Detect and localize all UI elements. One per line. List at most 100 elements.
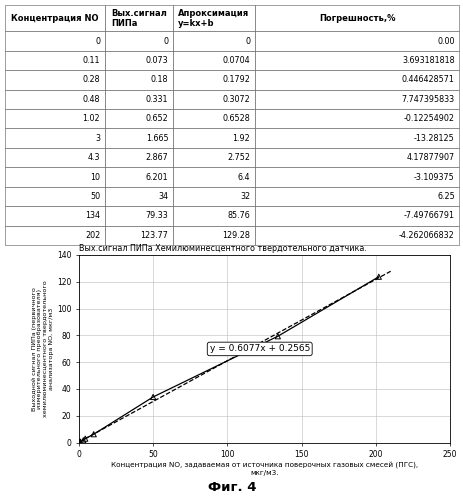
Text: 10: 10 [90, 172, 100, 182]
Point [75, 438, 82, 446]
Text: 2.752: 2.752 [227, 153, 250, 162]
Bar [254, 226, 458, 245]
Text: Погрешность,%: Погрешность,% [318, 14, 394, 22]
Bar [254, 51, 458, 70]
Bar [173, 128, 254, 148]
Point [90, 430, 97, 438]
Bar [173, 148, 254, 168]
Text: Вых.сигнал ПИПа Хемилюминесцентного твердотельного датчика.: Вых.сигнал ПИПа Хемилюминесцентного твер… [79, 244, 366, 253]
Bar [5, 168, 105, 186]
Text: 0.3072: 0.3072 [222, 95, 250, 104]
Text: 0: 0 [244, 36, 250, 46]
Bar [105, 5, 173, 32]
Text: 6.25: 6.25 [436, 192, 454, 201]
Bar [5, 128, 105, 148]
Y-axis label: Выходной сигнал ПИПа (первичного
измерительного преобразователя)
хемилюминесцент: Выходной сигнал ПИПа (первичного измерит… [31, 280, 54, 417]
Text: 0.00: 0.00 [436, 36, 454, 46]
Text: 7.747395833: 7.747395833 [401, 95, 454, 104]
Bar [5, 226, 105, 245]
Bar [254, 206, 458, 226]
Bar [5, 148, 105, 168]
Bar [5, 109, 105, 128]
Text: -3.109375: -3.109375 [413, 172, 454, 182]
Bar [173, 109, 254, 128]
Bar [254, 128, 458, 148]
Bar [105, 51, 173, 70]
Bar [254, 186, 458, 206]
Text: 0.446428571: 0.446428571 [401, 76, 454, 84]
Text: Фиг. 4: Фиг. 4 [207, 481, 256, 494]
Bar [105, 206, 173, 226]
Text: 202: 202 [85, 231, 100, 240]
Text: y = 0.6077x + 0.2565: y = 0.6077x + 0.2565 [209, 344, 309, 354]
Point [149, 393, 156, 401]
Text: 0: 0 [163, 36, 168, 46]
Point [75, 438, 82, 446]
Point [374, 272, 382, 280]
Bar [173, 226, 254, 245]
Bar [5, 90, 105, 109]
Text: 32: 32 [239, 192, 250, 201]
Text: 34: 34 [158, 192, 168, 201]
Bar [105, 148, 173, 168]
Text: 1.02: 1.02 [82, 114, 100, 124]
Text: Вых.сигнал
ПИПа: Вых.сигнал ПИПа [111, 8, 166, 28]
Text: 134: 134 [85, 212, 100, 220]
Text: -4.262066832: -4.262066832 [398, 231, 454, 240]
Point [80, 436, 87, 444]
Text: 0.11: 0.11 [82, 56, 100, 65]
Bar [254, 70, 458, 89]
Bar [5, 186, 105, 206]
Text: 0.0704: 0.0704 [222, 56, 250, 65]
Text: 2.867: 2.867 [145, 153, 168, 162]
Bar [173, 32, 254, 51]
Text: -0.12254902: -0.12254902 [403, 114, 454, 124]
Text: 4.3: 4.3 [88, 153, 100, 162]
Bar [5, 5, 105, 32]
Text: 0.1792: 0.1792 [222, 76, 250, 84]
Text: 3: 3 [95, 134, 100, 142]
Bar [173, 5, 254, 32]
Bar [105, 168, 173, 186]
Bar [105, 32, 173, 51]
Point [81, 434, 89, 442]
Bar [173, 70, 254, 89]
Bar [105, 226, 173, 245]
Text: 0.652: 0.652 [145, 114, 168, 124]
Bar [173, 186, 254, 206]
Bar [5, 32, 105, 51]
Text: -7.49766791: -7.49766791 [403, 212, 454, 220]
Bar [105, 186, 173, 206]
Text: 0: 0 [95, 36, 100, 46]
Text: 6.201: 6.201 [145, 172, 168, 182]
Text: 0.073: 0.073 [145, 56, 168, 65]
Text: 0.18: 0.18 [150, 76, 168, 84]
Bar [254, 5, 458, 32]
Text: 0.6528: 0.6528 [222, 114, 250, 124]
Text: 85.76: 85.76 [227, 212, 250, 220]
Text: 79.33: 79.33 [145, 212, 168, 220]
Bar [5, 206, 105, 226]
Text: 0.48: 0.48 [82, 95, 100, 104]
Text: 123.77: 123.77 [140, 231, 168, 240]
Text: 129.28: 129.28 [222, 231, 250, 240]
Bar [254, 168, 458, 186]
Bar [173, 90, 254, 109]
Bar [105, 109, 173, 128]
Bar [173, 168, 254, 186]
Point [274, 332, 281, 340]
Text: 1.665: 1.665 [145, 134, 168, 142]
Bar [173, 206, 254, 226]
Bar [5, 51, 105, 70]
Text: 0.331: 0.331 [145, 95, 168, 104]
Point [76, 438, 84, 446]
Bar [173, 51, 254, 70]
Text: Апроксимация
y=kx+b: Апроксимация y=kx+b [178, 8, 249, 28]
Bar [254, 90, 458, 109]
Text: 6.4: 6.4 [237, 172, 250, 182]
Point [76, 438, 83, 446]
Bar [105, 70, 173, 89]
Text: 0.28: 0.28 [82, 76, 100, 84]
Text: 1.92: 1.92 [232, 134, 250, 142]
Bar [5, 70, 105, 89]
